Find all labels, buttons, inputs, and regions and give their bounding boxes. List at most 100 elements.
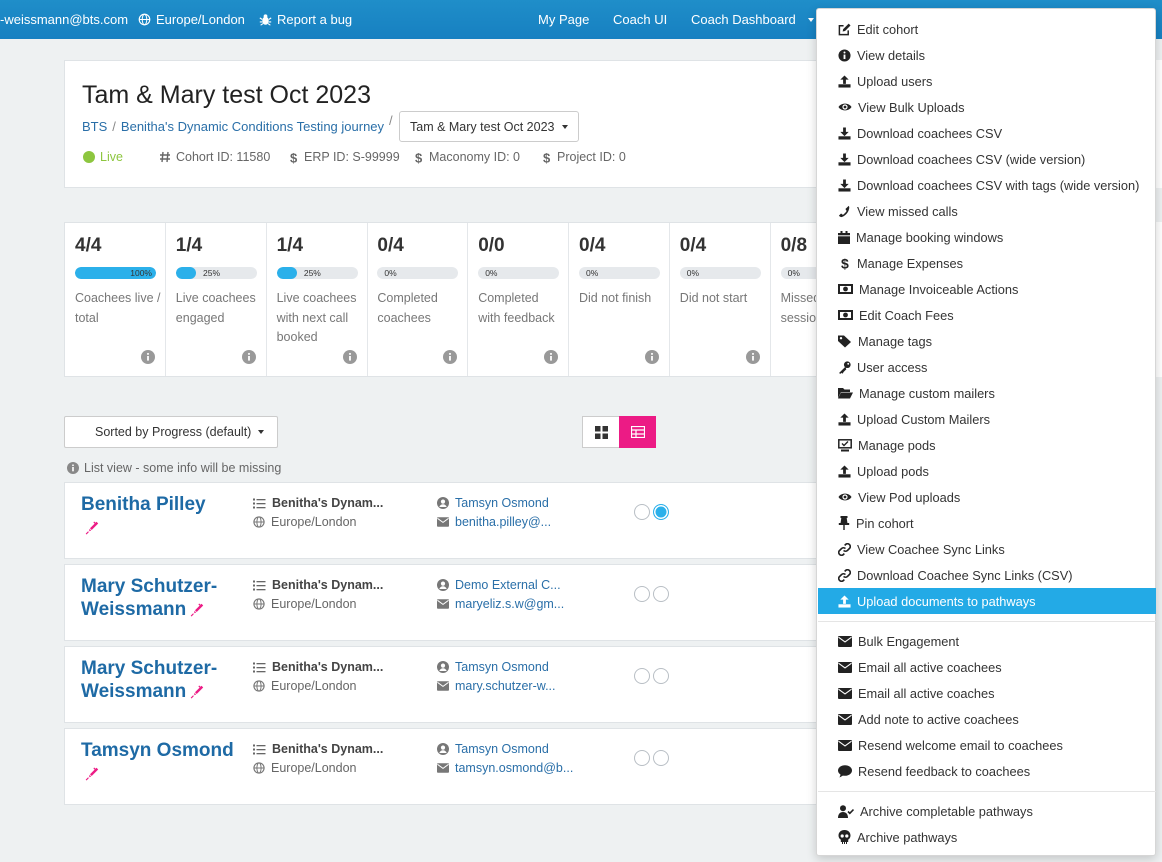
- stat-value: 0/4: [579, 235, 606, 256]
- session-indicator[interactable]: [634, 750, 650, 766]
- nav-coach-dashboard[interactable]: Coach Dashboard: [691, 12, 814, 27]
- menu-item[interactable]: View details: [818, 42, 1156, 68]
- session-indicator[interactable]: [653, 750, 669, 766]
- session-indicator[interactable]: [634, 586, 650, 602]
- pen-icon[interactable]: [190, 685, 204, 699]
- menu-item[interactable]: User access: [818, 354, 1156, 380]
- info-icon[interactable]: [241, 350, 256, 364]
- coach-link[interactable]: Tamsyn Osmond: [455, 742, 549, 756]
- menu-item-label: Edit Coach Fees: [859, 307, 954, 323]
- session-indicator[interactable]: [653, 668, 669, 684]
- email-link[interactable]: mary.schutzer-w...: [455, 679, 556, 693]
- menu-item[interactable]: Upload Custom Mailers: [818, 406, 1156, 432]
- menu-item[interactable]: Bulk Engagement: [818, 628, 1156, 654]
- sort-dropdown[interactable]: Sorted by Progress (default): [64, 416, 278, 448]
- menu-item[interactable]: Manage tags: [818, 328, 1156, 354]
- menu-item[interactable]: Manage Invoiceable Actions: [818, 276, 1156, 302]
- info-icon[interactable]: [544, 350, 559, 364]
- key-icon: [838, 360, 851, 374]
- menu-item[interactable]: Manage booking windows: [818, 224, 1156, 250]
- menu-item[interactable]: Upload users: [818, 68, 1156, 94]
- coachee-timezone: Europe/London: [271, 515, 357, 529]
- list-view-button[interactable]: [619, 416, 656, 448]
- menu-item-label: Upload pods: [857, 463, 929, 479]
- menu-item-label: View Pod uploads: [858, 489, 961, 505]
- svg-text:$: $: [415, 151, 423, 164]
- menu-item[interactable]: Edit Coach Fees: [818, 302, 1156, 328]
- email-link[interactable]: benitha.pilley@...: [455, 515, 552, 529]
- info-icon[interactable]: [342, 350, 357, 364]
- nav-coach-ui[interactable]: Coach UI: [613, 12, 668, 27]
- coach-link[interactable]: Tamsyn Osmond: [455, 496, 549, 510]
- menu-item[interactable]: Resend welcome email to coachees: [818, 732, 1156, 758]
- menu-item[interactable]: Archive completable pathways: [818, 798, 1156, 824]
- email-link[interactable]: maryeliz.s.w@gm...: [455, 597, 565, 611]
- menu-item[interactable]: Download Coachee Sync Links (CSV): [818, 562, 1156, 588]
- table-row[interactable]: Tamsyn Osmond Benitha's Dynam... Europe/Lo…: [64, 728, 824, 805]
- menu-item[interactable]: Manage pods: [818, 432, 1156, 458]
- report-bug-link[interactable]: Report a bug: [259, 12, 352, 27]
- info-icon[interactable]: [443, 350, 458, 364]
- menu-item[interactable]: Archive pathways: [818, 824, 1156, 850]
- upload-icon: [838, 464, 851, 478]
- menu-item[interactable]: Edit cohort: [818, 16, 1156, 42]
- menu-item[interactable]: Download coachees CSV: [818, 120, 1156, 146]
- cohort-select[interactable]: Tam & Mary test Oct 2023: [399, 111, 579, 142]
- menu-item[interactable]: Pin cohort: [818, 510, 1156, 536]
- timezone-link[interactable]: Europe/London: [138, 12, 245, 27]
- user-email-link[interactable]: -weissmann@bts.com: [0, 12, 128, 27]
- menu-item[interactable]: Download coachees CSV with tags (wide ve…: [818, 172, 1156, 198]
- nav-my-page[interactable]: My Page: [538, 12, 590, 27]
- user-circle-icon: [437, 743, 449, 755]
- email-link[interactable]: tamsyn.osmond@b...: [455, 761, 574, 775]
- pen-icon[interactable]: [190, 603, 204, 617]
- coach-field: Demo External C...: [437, 578, 561, 592]
- coachee-name[interactable]: Benitha Pilley: [81, 493, 241, 539]
- erp-id: $ ERP ID: S-99999: [290, 150, 400, 164]
- menu-item[interactable]: View missed calls: [818, 198, 1156, 224]
- menu-item[interactable]: View Bulk Uploads: [818, 94, 1156, 120]
- table-row[interactable]: Benitha Pilley Benitha's Dynam... Europe/L…: [64, 482, 824, 559]
- grid-view-button[interactable]: [582, 416, 619, 448]
- session-indicator[interactable]: [634, 668, 650, 684]
- menu-item-label: Resend feedback to coachees: [858, 763, 1031, 779]
- session-indicator[interactable]: [634, 504, 650, 520]
- pen-icon[interactable]: [85, 521, 99, 535]
- menu-item[interactable]: Upload documents to pathways: [818, 588, 1156, 614]
- info-icon[interactable]: [745, 350, 760, 364]
- table-row[interactable]: Mary Schutzer- Weissmann Benitha's Dynam..…: [64, 564, 824, 641]
- coachee-name[interactable]: Mary Schutzer- Weissmann: [81, 575, 241, 621]
- session-indicator[interactable]: [653, 504, 669, 520]
- menu-item[interactable]: Email all active coachees: [818, 654, 1156, 680]
- menu-item[interactable]: Email all active coaches: [818, 680, 1156, 706]
- menu-item[interactable]: Resend feedback to coachees: [818, 758, 1156, 784]
- globe-icon: [253, 516, 265, 528]
- envelope-icon: [838, 739, 852, 751]
- info-icon[interactable]: [141, 350, 155, 364]
- stat-progress-bar: 0%: [679, 267, 761, 279]
- info-icon[interactable]: [645, 350, 659, 364]
- menu-item[interactable]: View Pod uploads: [818, 484, 1156, 510]
- breadcrumb-separator: /: [112, 119, 116, 134]
- pen-icon[interactable]: [85, 767, 99, 781]
- journey-name: Benitha's Dynam...: [272, 660, 384, 674]
- stat-value: 1/4: [175, 235, 203, 256]
- list-view-note-text: List view - some info will be missing: [84, 461, 282, 475]
- coachee-name[interactable]: Mary Schutzer- Weissmann: [81, 657, 241, 703]
- menu-item[interactable]: View Coachee Sync Links: [818, 536, 1156, 562]
- menu-item[interactable]: Manage custom mailers: [818, 380, 1156, 406]
- coach-link[interactable]: Tamsyn Osmond: [455, 660, 549, 674]
- money-bill-icon: [838, 310, 853, 320]
- menu-item[interactable]: Upload pods: [818, 458, 1156, 484]
- breadcrumb-journey[interactable]: Benitha's Dynamic Conditions Testing jou…: [120, 119, 385, 134]
- coach-link[interactable]: Demo External C...: [455, 578, 561, 592]
- session-indicator[interactable]: [653, 586, 669, 602]
- timezone-field: Europe/London: [253, 515, 357, 529]
- menu-item[interactable]: $ Manage Expenses: [818, 250, 1156, 276]
- coachee-name[interactable]: Tamsyn Osmond: [81, 739, 241, 785]
- breadcrumb-root[interactable]: BTS: [82, 119, 108, 134]
- menu-item[interactable]: Add note to active coachees: [818, 706, 1156, 732]
- menu-item[interactable]: Download coachees CSV (wide version): [818, 146, 1156, 172]
- list-icon: [253, 662, 266, 672]
- table-row[interactable]: Mary Schutzer- Weissmann Benitha's Dynam..…: [64, 646, 824, 723]
